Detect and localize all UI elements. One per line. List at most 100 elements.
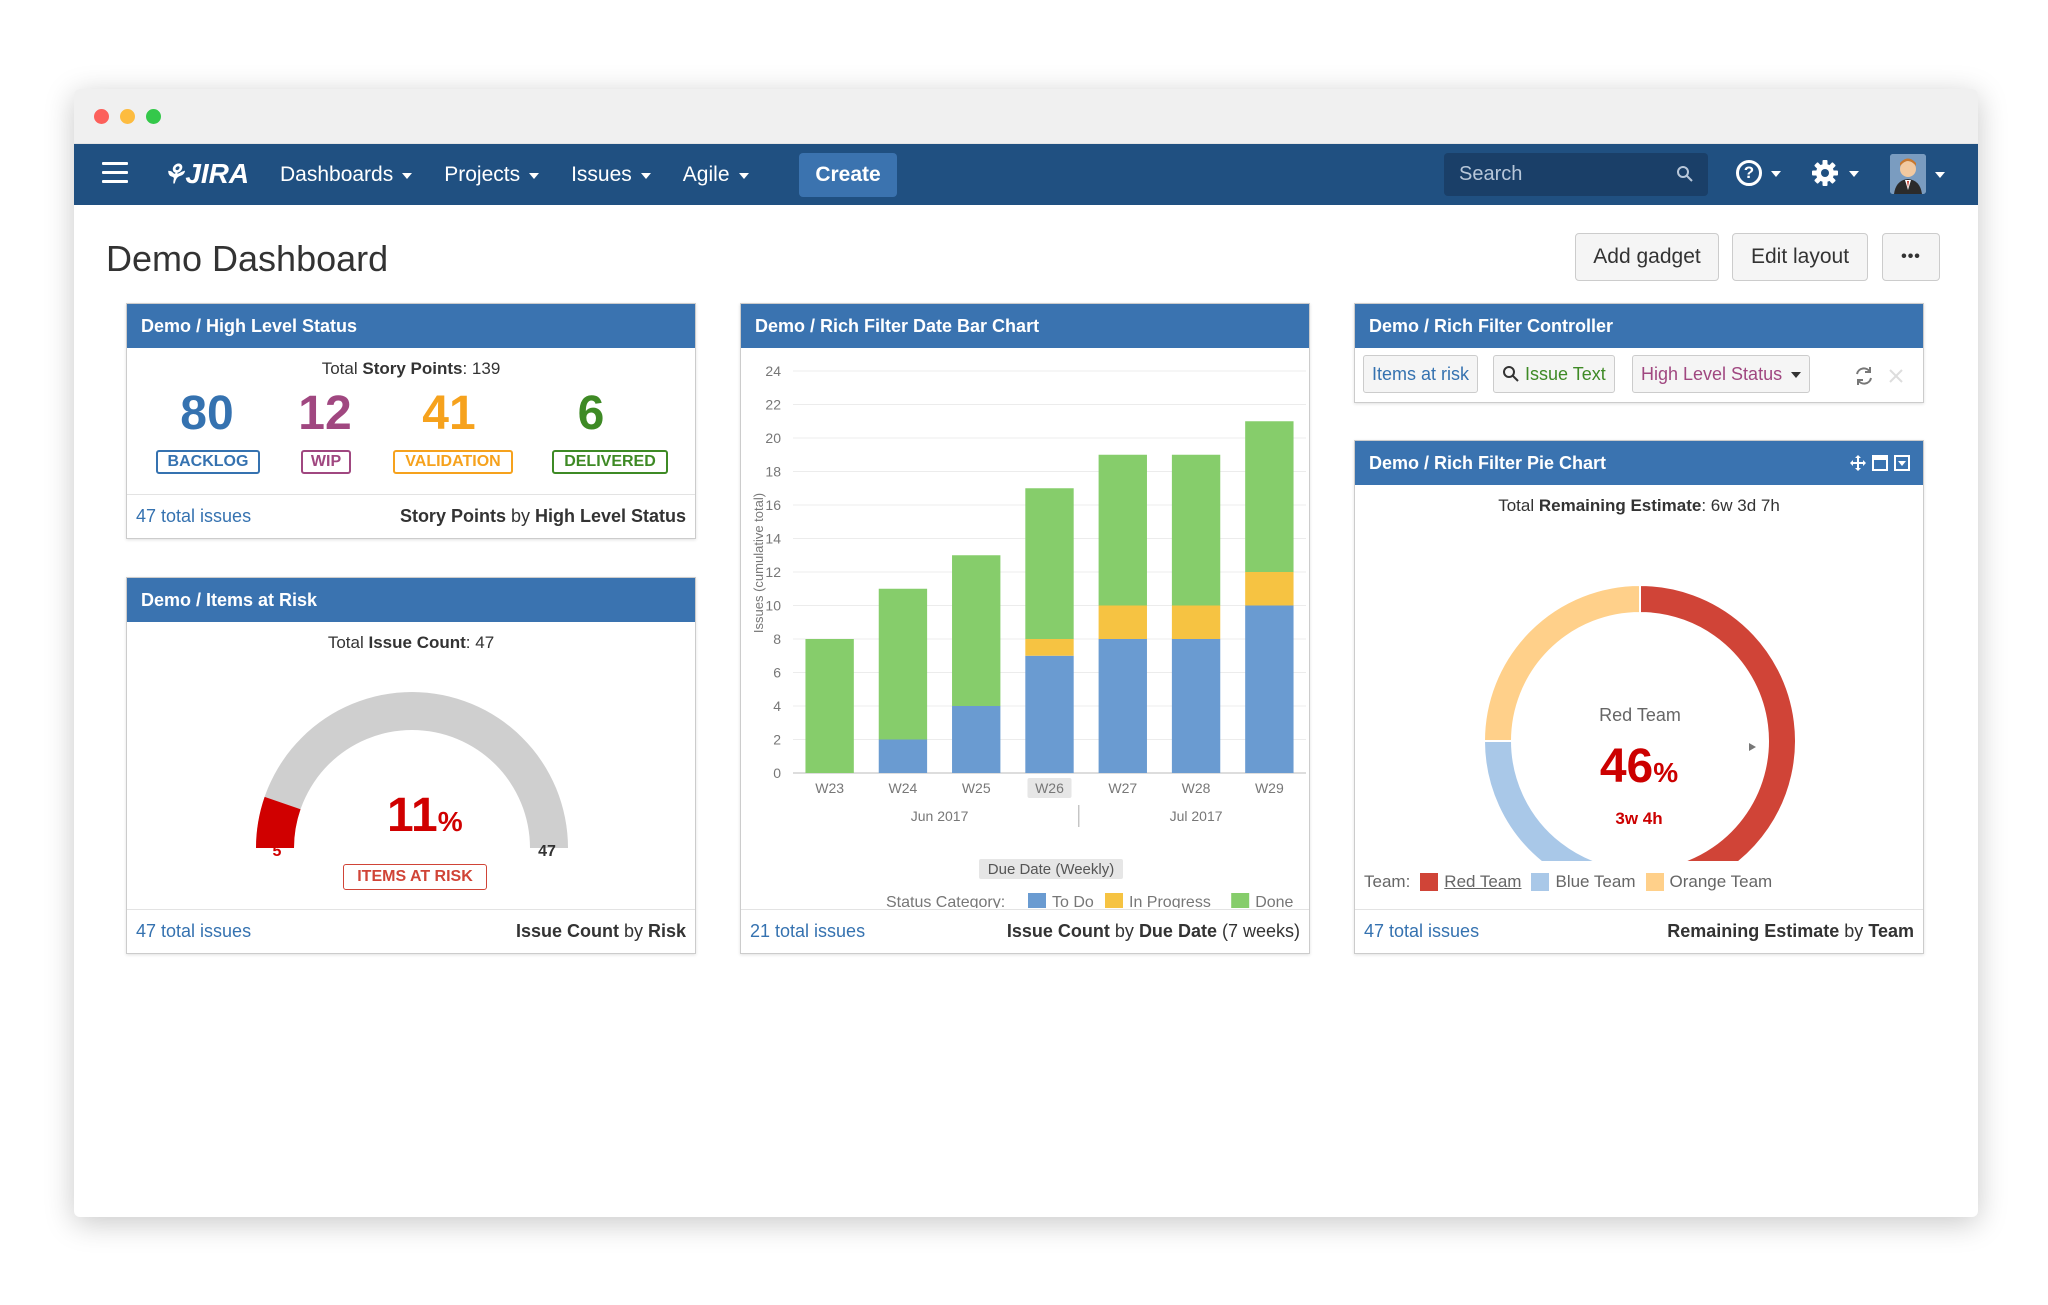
nav-projects[interactable]: Projects bbox=[444, 163, 540, 187]
legend-red-team[interactable]: Red Team bbox=[1444, 872, 1522, 891]
hamburger-menu-icon[interactable] bbox=[102, 162, 128, 186]
total-issue-count: Total Issue Count: 47 bbox=[127, 633, 695, 653]
bar-segment[interactable] bbox=[878, 739, 928, 774]
risk-percent: 11% bbox=[387, 788, 463, 843]
chevron-down-icon bbox=[738, 172, 749, 179]
edit-layout-button[interactable]: Edit layout bbox=[1732, 233, 1868, 281]
validation-count: 41 bbox=[422, 387, 476, 440]
jira-logo[interactable]: ⚘JIRA bbox=[162, 158, 250, 189]
chevron-down-icon bbox=[1771, 171, 1781, 177]
filter-high-level-status[interactable]: High Level Status bbox=[1632, 355, 1811, 393]
donut-slice[interactable] bbox=[1639, 583, 1797, 861]
filter-status-label: High Level Status bbox=[1641, 363, 1783, 384]
legend-item[interactable]: To Do bbox=[1052, 894, 1094, 908]
chevron-down-icon bbox=[1935, 172, 1945, 178]
gadget-menu-icon[interactable] bbox=[1893, 454, 1911, 472]
gadget-header[interactable]: Demo / Rich Filter Date Bar Chart bbox=[741, 304, 1309, 348]
bar-segment[interactable] bbox=[952, 706, 1001, 773]
clear-filter-icon[interactable] bbox=[1887, 367, 1905, 385]
total-issues-link[interactable]: 47 total issues bbox=[136, 506, 252, 526]
legend-orange-team[interactable]: Orange Team bbox=[1669, 872, 1773, 891]
gadget-rich-filter-controller: Demo / Rich Filter Controller Items at r… bbox=[1354, 303, 1924, 403]
close-window-button[interactable] bbox=[94, 109, 109, 124]
more-actions-button[interactable]: ••• bbox=[1882, 233, 1940, 281]
legend-swatch-orange bbox=[1645, 873, 1664, 891]
total-issues-link[interactable]: 47 total issues bbox=[1364, 921, 1480, 941]
risk-gauge: 5 47 bbox=[256, 692, 568, 860]
x-tick-label: W26 bbox=[1035, 780, 1064, 796]
bar-segment[interactable] bbox=[1245, 572, 1294, 606]
help-menu-button[interactable]: ? bbox=[1736, 160, 1781, 186]
donut-slice[interactable] bbox=[1482, 583, 1641, 742]
footer-summary: Issue Count by Due Date (7 weeks) bbox=[1007, 921, 1300, 942]
donut-percent-sign: % bbox=[1653, 757, 1679, 788]
wip-badge[interactable]: WIP bbox=[301, 450, 351, 474]
x-tick-label: W24 bbox=[889, 780, 918, 796]
validation-badge[interactable]: VALIDATION bbox=[393, 450, 513, 474]
total-prefix: Total bbox=[327, 633, 364, 652]
chevron-down-icon bbox=[529, 172, 540, 179]
maximize-icon[interactable] bbox=[1871, 454, 1889, 472]
total-value: : 6w 3d 7h bbox=[1701, 496, 1780, 515]
bar-segment[interactable] bbox=[1098, 639, 1147, 773]
filter-items-at-risk[interactable]: Items at risk bbox=[1363, 355, 1479, 393]
gadget-header[interactable]: Demo / Items at Risk bbox=[127, 578, 695, 622]
nav-agile[interactable]: Agile bbox=[683, 163, 749, 187]
y-tick-label: 2 bbox=[773, 732, 781, 748]
legend-swatch-blue bbox=[1531, 873, 1550, 891]
bar-segment[interactable] bbox=[1025, 655, 1074, 773]
settings-menu-button[interactable] bbox=[1810, 158, 1859, 188]
search-icon bbox=[1503, 366, 1519, 382]
bar-segment[interactable] bbox=[1025, 488, 1074, 639]
bar-segment[interactable] bbox=[1171, 605, 1221, 640]
gauge-max-label: 47 bbox=[538, 843, 556, 860]
search-input[interactable]: Search bbox=[1444, 153, 1708, 196]
backlog-badge[interactable]: BACKLOG bbox=[156, 450, 260, 474]
refresh-icon[interactable] bbox=[1853, 365, 1875, 387]
filter-issue-text[interactable]: Issue Text bbox=[1493, 355, 1615, 393]
gadget-footer: 47 total issues Issue Count by Risk bbox=[127, 909, 695, 953]
delivered-badge[interactable]: DELIVERED bbox=[552, 450, 668, 474]
bar-segment[interactable] bbox=[1098, 605, 1147, 640]
donut-center-time: 3w 4h bbox=[1615, 809, 1663, 828]
legend-blue-team[interactable]: Blue Team bbox=[1555, 872, 1636, 891]
bar-segment[interactable] bbox=[1245, 421, 1294, 572]
legend-swatch bbox=[1231, 893, 1250, 908]
move-icon[interactable] bbox=[1849, 454, 1867, 472]
create-button[interactable]: Create bbox=[799, 153, 897, 197]
total-issues-link[interactable]: 47 total issues bbox=[136, 921, 252, 941]
risk-percent-sign: % bbox=[437, 806, 463, 837]
nav-dashboards[interactable]: Dashboards bbox=[280, 163, 413, 187]
chevron-down-icon bbox=[640, 172, 651, 179]
gadget-footer: 47 total issues Story Points by High Lev… bbox=[127, 494, 695, 538]
bar-segment[interactable] bbox=[1171, 639, 1221, 773]
gadget-header[interactable]: Demo / High Level Status bbox=[127, 304, 695, 348]
gadget-header[interactable]: Demo / Rich Filter Controller bbox=[1355, 304, 1923, 348]
nav-issues[interactable]: Issues bbox=[571, 163, 651, 187]
gadget-header[interactable]: Demo / Rich Filter Pie Chart bbox=[1355, 441, 1923, 485]
bar-segment[interactable] bbox=[952, 555, 1001, 706]
footer-group: High Level Status bbox=[534, 506, 686, 526]
profile-menu-button[interactable] bbox=[1890, 154, 1945, 194]
bar-segment[interactable] bbox=[878, 588, 928, 740]
top-navigation: ⚘JIRA Dashboards Projects Issues Agile C… bbox=[74, 144, 1978, 205]
page-title: Demo Dashboard bbox=[106, 238, 389, 279]
x-tick-label: W25 bbox=[962, 780, 991, 796]
total-issues-link[interactable]: 21 total issues bbox=[750, 921, 866, 941]
bar-segment[interactable] bbox=[1098, 454, 1147, 606]
bar-segment[interactable] bbox=[1245, 605, 1294, 774]
bar-segment[interactable] bbox=[1025, 639, 1074, 656]
bar-segment[interactable] bbox=[805, 639, 854, 773]
items-at-risk-badge[interactable]: ITEMS AT RISK bbox=[343, 864, 487, 890]
legend-item[interactable]: Done bbox=[1255, 894, 1293, 908]
footer-summary: Remaining Estimate by Team bbox=[1667, 921, 1914, 942]
maximize-window-button[interactable] bbox=[146, 109, 161, 124]
bar-segment[interactable] bbox=[1171, 454, 1221, 606]
footer-group: Due Date bbox=[1138, 921, 1217, 941]
minimize-window-button[interactable] bbox=[120, 109, 135, 124]
delivered-count: 6 bbox=[577, 387, 605, 440]
legend-item[interactable]: In Progress bbox=[1129, 894, 1211, 908]
total-prefix: Total bbox=[1498, 496, 1535, 515]
y-tick-label: 8 bbox=[773, 631, 781, 647]
add-gadget-button[interactable]: Add gadget bbox=[1575, 233, 1719, 281]
